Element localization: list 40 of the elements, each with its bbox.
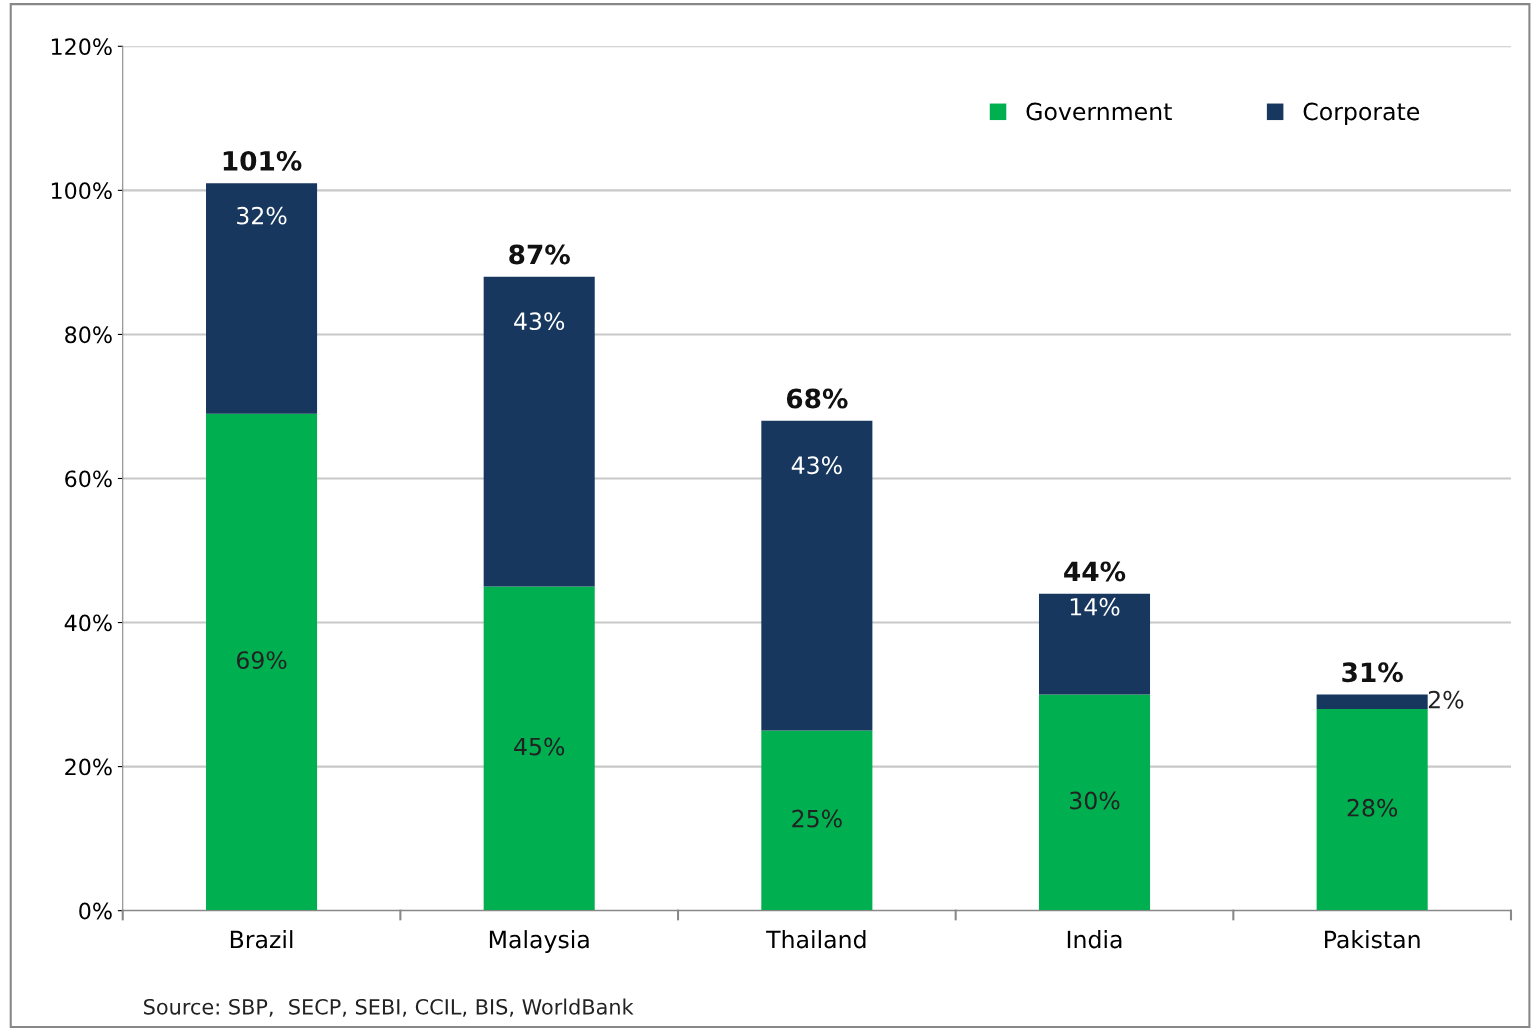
bar — [206, 413, 318, 911]
source-note: Source: SBP, SECP, SEBI, CCIL, BIS, WorldBank — [144, 998, 634, 1017]
data-label: 2% — [1428, 690, 1464, 709]
total-label: 31% — [1342, 662, 1403, 683]
data-label: 43% — [514, 312, 565, 331]
y-tick-label: 0% — [79, 902, 112, 920]
x-tick-label: Brazil — [230, 930, 293, 949]
data-label: 45% — [514, 737, 565, 756]
legend-label: Corporate — [1303, 102, 1420, 125]
data-label: 28% — [1347, 798, 1398, 817]
x-tick-label: Malaysia — [489, 930, 589, 953]
data-label: 32% — [237, 206, 287, 225]
y-tick-label: 80% — [65, 326, 112, 344]
bar — [761, 730, 873, 911]
y-tick-label: 20% — [65, 758, 112, 776]
bar — [206, 183, 318, 414]
data-label: 69% — [236, 651, 287, 670]
x-tick-label: Thailand — [766, 930, 866, 949]
bar — [1038, 694, 1151, 911]
y-tick-label: 120% — [51, 38, 112, 56]
bar — [761, 420, 873, 731]
data-label: 43% — [791, 456, 842, 475]
data-label: 25% — [792, 809, 842, 828]
x-tick-label: Pakistan — [1325, 930, 1420, 949]
data-label: 30% — [1070, 791, 1120, 810]
total-label: 87% — [509, 244, 570, 265]
y-tick-label: 40% — [64, 614, 112, 632]
bar — [1316, 694, 1428, 709]
x-tick-label: India — [1067, 930, 1122, 949]
total-label: 68% — [786, 388, 848, 409]
y-tick-label: 60% — [65, 470, 112, 488]
y-tick-label: 100% — [51, 182, 112, 200]
bar — [483, 586, 595, 911]
bar — [483, 276, 595, 587]
data-label: 14% — [1070, 597, 1120, 616]
legend-label: Government — [1026, 102, 1172, 121]
bar — [1316, 708, 1428, 911]
total-label: 101% — [223, 150, 302, 171]
bar — [1038, 593, 1151, 695]
total-label: 44% — [1064, 561, 1126, 582]
